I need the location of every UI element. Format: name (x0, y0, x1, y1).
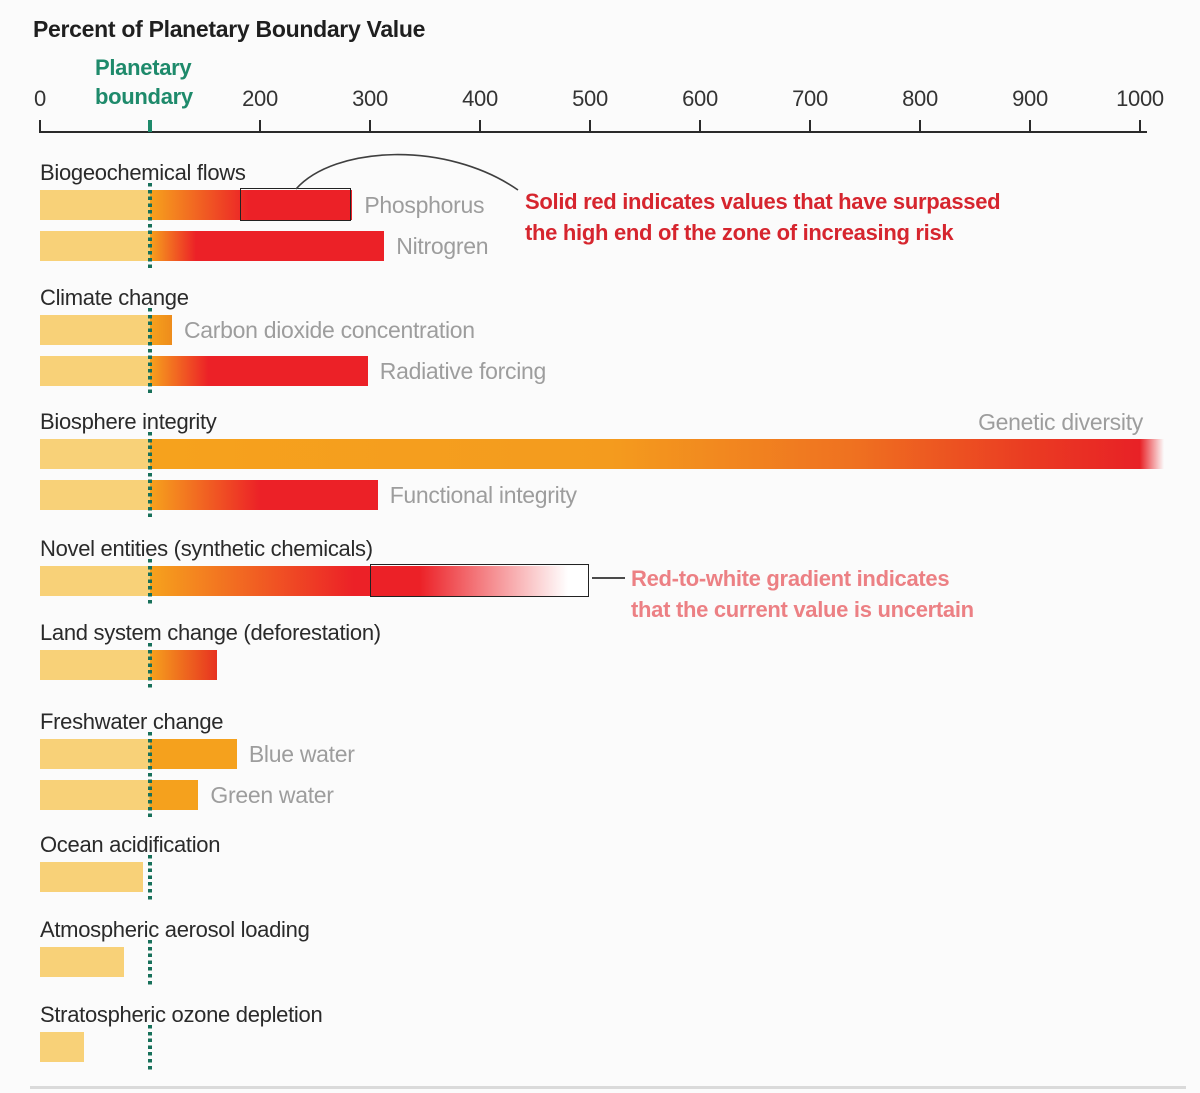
boundary-tick (148, 120, 152, 132)
section-title-climate-change: Climate change (40, 285, 189, 310)
section-title-novel-entities-synthetic-chemicals: Novel entities (synthetic chemicals) (40, 536, 373, 561)
bar-label-green-water: Green water (210, 782, 334, 808)
section-title-land-system-change-deforestation: Land system change (deforestation) (40, 620, 381, 645)
x-axis-line (39, 131, 1147, 133)
boundary-dotted-line-biogeochemical-flows (148, 183, 152, 269)
bottom-divider (30, 1086, 1186, 1089)
boundary-dotted-line-land-system-change-deforestation (148, 643, 152, 688)
axis-tick-label-900: 900 (1012, 86, 1048, 111)
axis-tick-label-600: 600 (682, 86, 718, 111)
bar-label-blue-water: Blue water (248, 741, 355, 767)
axis-tick-label-700: 700 (792, 86, 828, 111)
bar-label-genetic-diversity: Genetic diversity (978, 409, 1143, 435)
axis-tick-label-400: 400 (462, 86, 498, 111)
bar-label-nitrogren: Nitrogren (396, 233, 489, 259)
axis-tick-500 (589, 120, 591, 132)
section-title-freshwater-change: Freshwater change (40, 709, 224, 734)
axis-tick-900 (1029, 120, 1031, 132)
axis-tick-label-1000: 1000 (1116, 86, 1164, 111)
axis-tick-400 (479, 120, 481, 132)
axis-tick-label-200: 200 (242, 86, 278, 111)
bar-stratospheric-ozone-depletion (40, 1032, 84, 1062)
section-title-ocean-acidification: Ocean acidification (40, 832, 221, 857)
axis-tick-300 (369, 120, 371, 132)
bar-radiative-forcing (40, 356, 368, 386)
section-title-biosphere-integrity: Biosphere integrity (40, 409, 217, 434)
bar-blue-water (40, 739, 237, 769)
boundary-dotted-line-stratospheric-ozone-depletion (148, 1025, 152, 1070)
bar-label-radiative-forcing: Radiative forcing (379, 358, 547, 384)
bar-atmospheric-aerosol-loading (40, 947, 124, 977)
axis-tick-0 (39, 120, 41, 132)
bar-label-phosphorus: Phosphorus (364, 192, 485, 218)
boundary-dotted-line-atmospheric-aerosol-loading (148, 940, 152, 985)
axis-tick-600 (699, 120, 701, 132)
uncertain-gradient-box (370, 564, 589, 597)
surpassed-annotation: Solid red indicates values that have sur… (525, 186, 1001, 248)
axis-tick-label-300: 300 (352, 86, 388, 111)
axis-tick-label-800: 800 (902, 86, 938, 111)
uncertain-annotation-line2: that the current value is uncertain (631, 597, 974, 622)
section-title-biogeochemical-flows: Biogeochemical flows (40, 160, 246, 185)
boundary-dotted-line-freshwater-change (148, 732, 152, 818)
planetary-boundary-label-line1: Planetary (95, 55, 192, 80)
axis-tick-1000 (1139, 120, 1141, 132)
bar-novel-entities-synthetic-chemicals (40, 566, 590, 596)
axis-tick-200 (259, 120, 261, 132)
uncertain-annotation-line1: Red-to-white gradient indicates (631, 566, 950, 591)
axis-tick-label-0: 0 (34, 86, 46, 111)
planetary-boundary-label: Planetary boundary (95, 53, 193, 111)
uncertain-callout-line (592, 577, 625, 579)
uncertain-annotation: Red-to-white gradient indicates that the… (631, 563, 974, 625)
section-title-stratospheric-ozone-depletion: Stratospheric ozone depletion (40, 1002, 323, 1027)
bar-genetic-diversity (40, 439, 1165, 469)
bar-label-functional-integrity: Functional integrity (389, 482, 577, 508)
boundary-dotted-line-climate-change (148, 308, 152, 394)
boundary-dotted-line-ocean-acidification (148, 855, 152, 900)
surpassed-outline-box (240, 188, 352, 221)
planetary-boundary-label-line2: boundary (95, 84, 193, 109)
section-title-atmospheric-aerosol-loading: Atmospheric aerosol loading (40, 917, 310, 942)
bar-label-carbon-dioxide-concentration: Carbon dioxide concentration (184, 317, 475, 343)
boundary-dotted-line-novel-entities-synthetic-chemicals (148, 559, 152, 604)
axis-tick-700 (809, 120, 811, 132)
bar-functional-integrity (40, 480, 378, 510)
bar-carbon-dioxide-concentration (40, 315, 172, 345)
surpassed-annotation-line2: the high end of the zone of increasing r… (525, 220, 954, 245)
bar-nitrogren (40, 231, 385, 261)
bar-land-system-change-deforestation (40, 650, 218, 680)
surpassed-annotation-line1: Solid red indicates values that have sur… (525, 189, 1001, 214)
bar-green-water (40, 780, 199, 810)
bar-ocean-acidification (40, 862, 144, 892)
axis-tick-800 (919, 120, 921, 132)
bar-phosphorus (40, 190, 353, 220)
axis-tick-label-500: 500 (572, 86, 608, 111)
boundary-dotted-line-biosphere-integrity (148, 432, 152, 518)
page-title: Percent of Planetary Boundary Value (33, 16, 426, 42)
